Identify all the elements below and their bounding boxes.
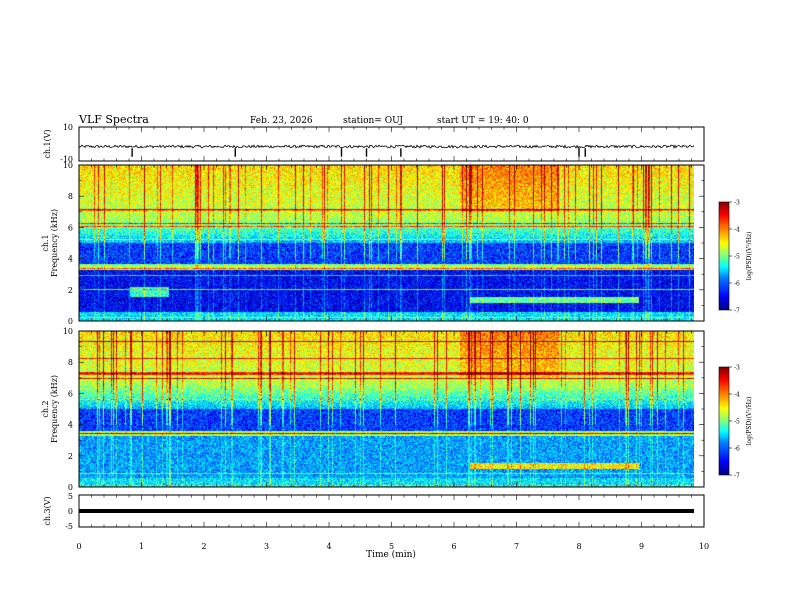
frequency-tick-label: 4: [68, 255, 73, 264]
colorbar-tick-label: -5: [734, 419, 740, 426]
ch3-waveform-ticks: [78, 495, 705, 527]
time-tick-label: 3: [264, 542, 269, 551]
ch2-spectrogram-ticks: [78, 331, 705, 487]
frequency-tick-label: 0: [68, 317, 73, 326]
colorbar-tick-label: -6: [734, 281, 740, 288]
time-axis-label: Time (min): [366, 549, 416, 560]
time-tick-label: 0: [76, 542, 81, 551]
ch1-ytick-bottom: -10: [60, 155, 73, 164]
frequency-tick-label: 4: [68, 421, 73, 430]
ch2-colorbar-label: log(PSD)(V²/Hz): [746, 397, 753, 446]
time-tick-label: 9: [639, 542, 644, 551]
colorbar-tick-label: -3: [734, 365, 740, 372]
time-tick-label: 4: [326, 542, 331, 551]
colorbar-tick-label: -3: [734, 200, 740, 207]
ch3-ytick-mid: 0: [68, 507, 73, 516]
time-tick-label: 8: [576, 542, 581, 551]
frequency-tick-label: 2: [68, 452, 73, 461]
ch1-frequency-ticks: 0 2 4 6 8 10: [63, 161, 704, 326]
ch3-waveform-panel: 5 0 -5 ch.3(V) 0 1 2 3 4 5 6 7 8 9 10 Time (min): [43, 492, 709, 560]
ch1-waveform-trace: [78, 144, 695, 149]
ch2-colorbar-ticks: -3 -4 -5 -6 -7: [729, 365, 740, 480]
ch1-ytick-top: 10: [63, 123, 73, 132]
ch1-ylabel: ch.1(V): [43, 129, 52, 158]
ch2-spectrogram-panel: 0 2 4 6 8 10 ch.2 Frequency (kHz): [41, 327, 705, 492]
ch1-spectrogram-ticks: [78, 165, 705, 321]
ch1-colorbar-gradient: [718, 201, 730, 311]
colorbar-tick-label: -4: [734, 227, 740, 234]
figure-title: VLF Spectra: [78, 113, 149, 126]
ch1-waveform-panel: 10 -10 ch.1(V): [43, 123, 705, 164]
frequency-tick-label: 6: [68, 223, 73, 232]
ch1-freq-ylabel-line1: ch.1: [41, 234, 50, 251]
frequency-tick-label: 8: [68, 358, 73, 367]
colorbar-tick-label: -6: [734, 446, 740, 453]
ch1-colorbar: -3 -4 -5 -6 -7 log(PSD)(V²/Hz): [718, 200, 753, 315]
ch3-ylabel: ch.3(V): [43, 496, 52, 525]
start-time-label: start UT = 19: 40: 0: [437, 116, 529, 126]
time-tick-label: 10: [699, 542, 709, 551]
frequency-tick-label: 8: [68, 192, 73, 201]
frequency-tick-label: 2: [68, 286, 73, 295]
ch1-colorbar-ticks: -3 -4 -5 -6 -7: [729, 200, 740, 315]
date-label: Feb. 23, 2026: [250, 116, 313, 126]
ch2-colorbar: -3 -4 -5 -6 -7 log(PSD)(V²/Hz): [718, 365, 753, 480]
ch1-spectrogram-image: [79, 165, 694, 321]
ch1-colorbar-label: log(PSD)(V²/Hz): [746, 232, 753, 281]
time-tick-label: 5: [389, 542, 394, 551]
time-tick-label: 6: [451, 542, 456, 551]
ch2-freq-ylabel-line1: ch.2: [41, 400, 50, 417]
ch1-spectrogram-panel: 0 2 4 6 8 10 ch.1 Frequency (kHz): [41, 161, 705, 326]
time-axis-tick-labels: 0 1 2 3 4 5 6 7 8 9 10: [76, 542, 709, 551]
ch1-waveform-frame: [78, 126, 705, 162]
station-label: station= OUJ: [343, 116, 403, 126]
colorbar-tick-label: -4: [734, 392, 740, 399]
ch2-colorbar-gradient: [718, 366, 730, 476]
ch1-freq-ylabel-line2: Frequency (kHz): [50, 209, 59, 277]
ch1-waveform-ticks: [78, 127, 705, 161]
ch2-frequency-ticks: 0 2 4 6 8 10: [63, 327, 704, 492]
frequency-tick-label: 10: [63, 161, 73, 170]
time-tick-label: 1: [139, 542, 144, 551]
time-tick-label: 7: [514, 542, 519, 551]
time-tick-label: 2: [201, 542, 206, 551]
colorbar-tick-label: -7: [734, 473, 740, 480]
ch3-ytick-bottom: -5: [65, 522, 73, 531]
colorbar-tick-label: -5: [734, 254, 740, 261]
ch3-ytick-top: 5: [68, 492, 73, 501]
frequency-tick-label: 0: [68, 483, 73, 492]
ch2-freq-ylabel-line2: Frequency (kHz): [50, 375, 59, 443]
frequency-tick-label: 10: [63, 327, 73, 336]
ch2-spectrogram-image: [79, 331, 694, 487]
frequency-tick-label: 6: [68, 389, 73, 398]
colorbar-tick-label: -7: [734, 308, 740, 315]
